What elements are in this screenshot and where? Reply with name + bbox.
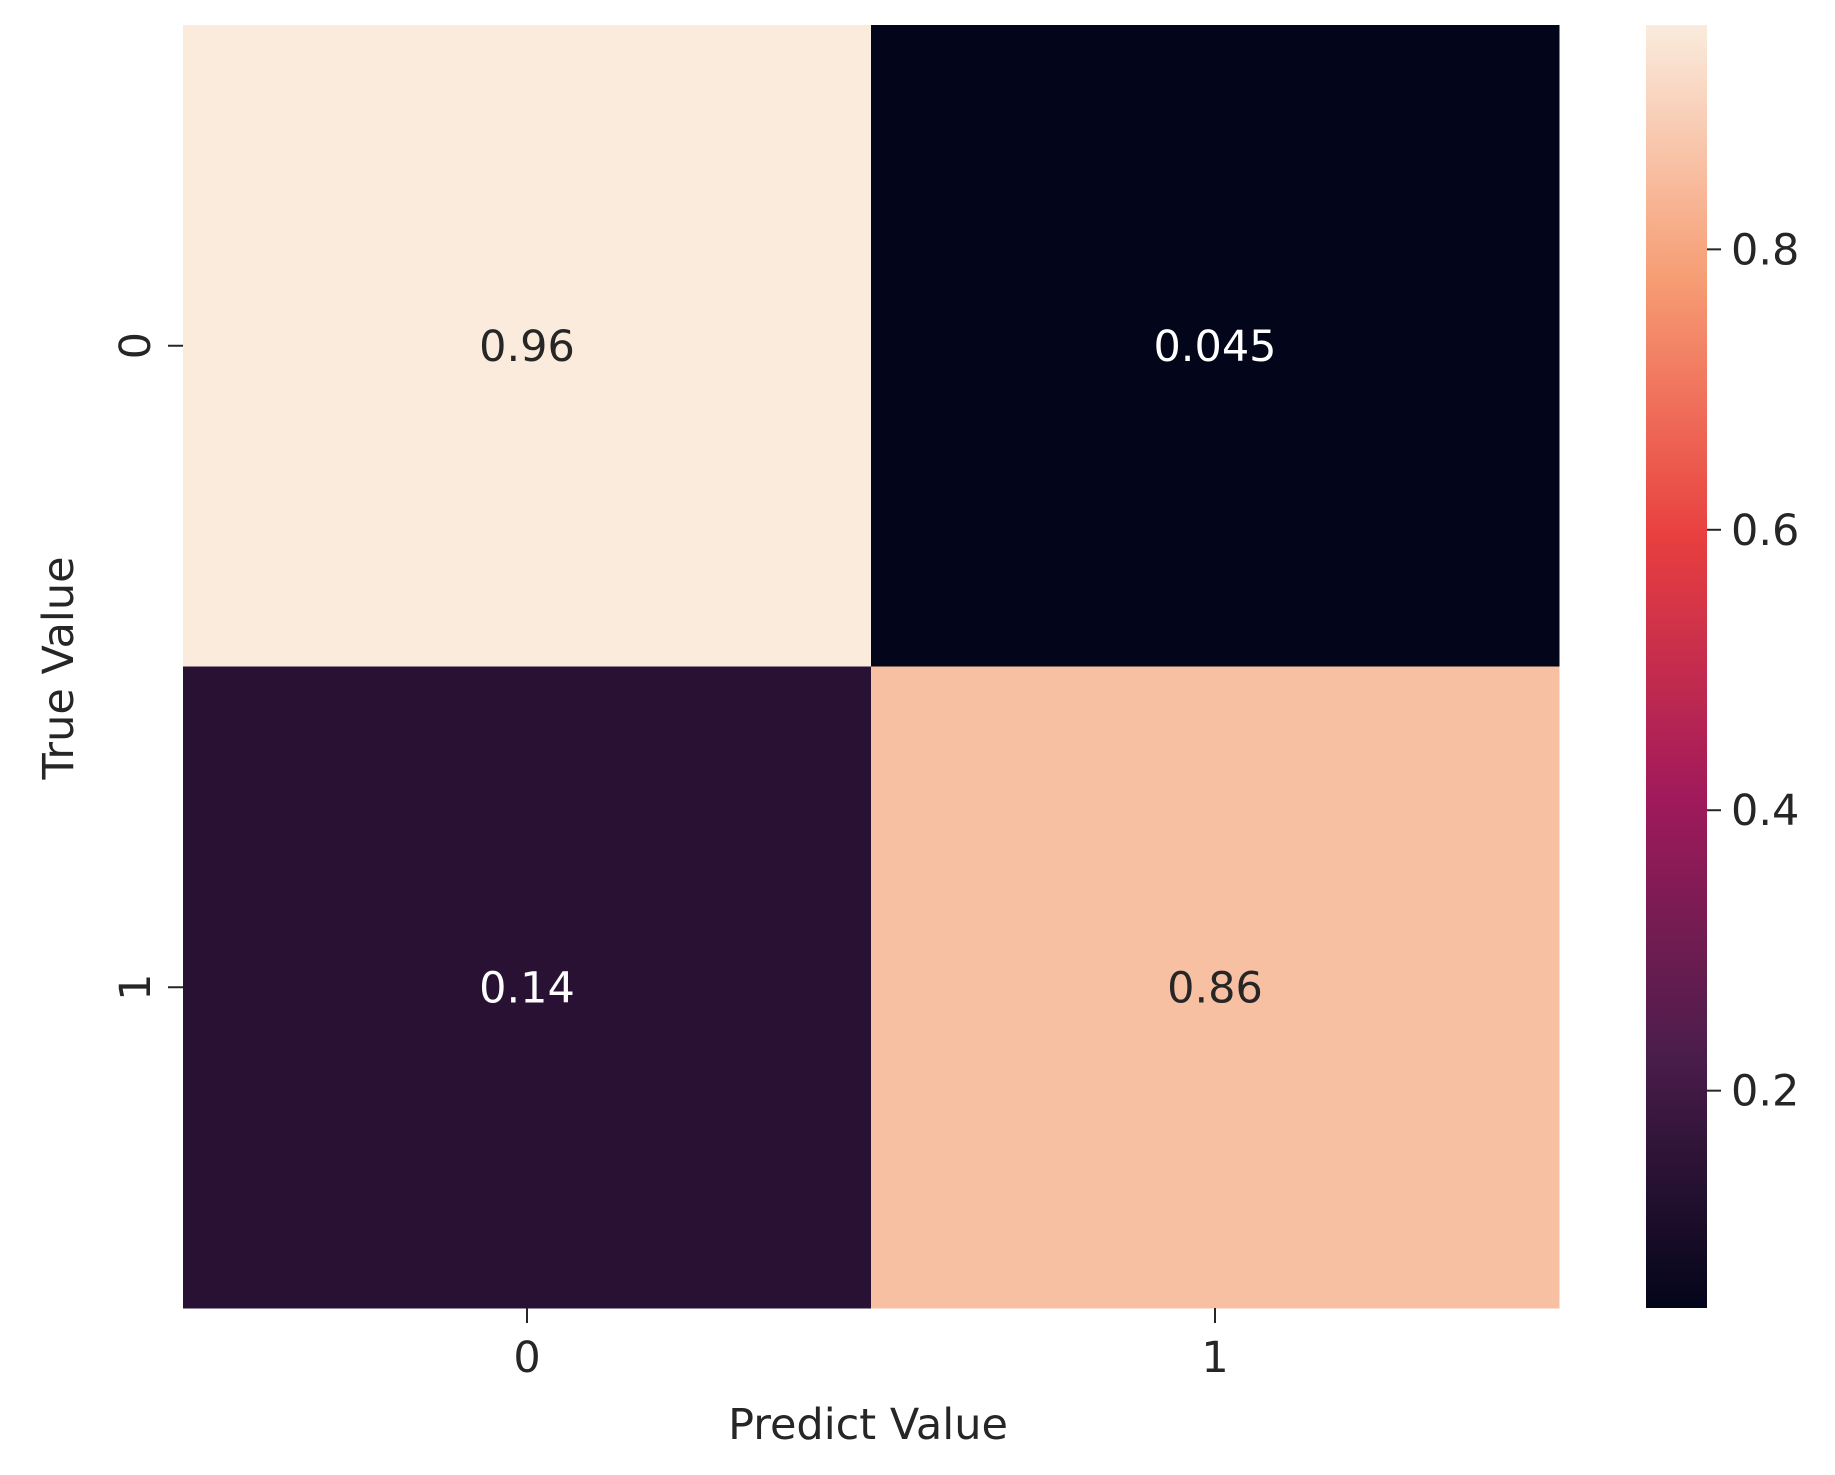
axes: 0 1 0 1 [111,332,1229,1383]
colorbar-tick-label-0: 0.2 [1731,1067,1799,1117]
colorbar-tick-label-2: 0.6 [1731,506,1799,556]
heatmap-cell-r0-c1 [871,25,1560,667]
heatmap-cell-r1-c1 [871,666,1560,1309]
heatmap-cells [183,25,1560,1309]
x-tick-label-1: 1 [1201,1333,1228,1383]
y-tick-label-0: 0 [111,332,161,359]
colorbar-tick-label-1: 0.4 [1731,786,1799,836]
heatmap-cell-r1-c0 [183,666,872,1309]
heatmap-cell-r0-c0 [183,25,872,667]
cell-annotations: 0.96 0.045 0.14 0.86 [479,322,1276,1014]
y-tick-label-1: 1 [111,974,161,1001]
cell-annotation-r1-c1: 0.86 [1167,963,1263,1013]
colorbar-gradient [1646,25,1707,1308]
cell-annotation-r1-c0: 0.14 [479,963,575,1013]
y-axis-label: True Value [34,556,84,780]
x-axis-label: Predict Value [728,1400,1008,1450]
cell-annotation-r0-c1: 0.045 [1153,322,1276,372]
x-tick-label-0: 0 [513,1333,540,1383]
cell-annotation-r0-c0: 0.96 [479,322,575,372]
colorbar-tick-label-3: 0.8 [1731,225,1799,275]
colorbar: 0.2 0.4 0.6 0.8 [1646,25,1799,1308]
